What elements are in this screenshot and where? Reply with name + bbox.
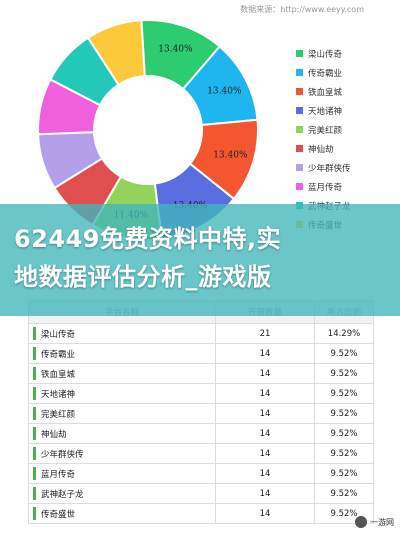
- percent-cell: 9.52%: [314, 443, 374, 464]
- stats-table: 平台名称 开服数量 所占比例 梁山传奇2114.29%传奇霸业149.52%铁血…: [28, 300, 374, 524]
- table-row: 武神赵子龙 14 9.52%: [28, 483, 374, 504]
- percent-cell: 9.52%: [314, 343, 374, 364]
- platform-name-cell: 天地诸神: [28, 383, 216, 404]
- platform-name-cell: 神仙劫: [28, 423, 216, 444]
- table-row: 少年群侠传 14 9.52%: [28, 443, 374, 464]
- legend-swatch: [296, 126, 303, 133]
- platform-name-cell: 少年群侠传: [28, 443, 216, 464]
- slice-label: 13.40%: [207, 86, 242, 96]
- count-cell: 14: [215, 343, 315, 364]
- count-cell: 14: [215, 503, 315, 524]
- legend-item: 梁山传奇: [296, 44, 351, 63]
- count-cell: 21: [215, 323, 315, 344]
- table-row: 天地诸神 14 9.52%: [28, 383, 374, 404]
- legend-label: 传奇霸业: [308, 68, 343, 79]
- legend-swatch: [296, 88, 303, 95]
- count-cell: 14: [215, 443, 315, 464]
- legend-label: 铁血皇城: [308, 87, 343, 98]
- table-row: 传奇霸业 14 9.52%: [28, 343, 374, 364]
- legend-item: 蓝月传奇: [296, 177, 351, 196]
- legend-label: 蓝月传奇: [308, 182, 343, 193]
- legend-label: 天地诸神: [308, 106, 343, 117]
- table-row: 神仙劫 14 9.52%: [28, 423, 374, 444]
- platform-name-cell: 梁山传奇: [28, 323, 216, 344]
- table-row: 梁山传奇 21 14.29%: [28, 323, 374, 344]
- site-watermark: 一游网: [355, 516, 394, 528]
- banner-line-1: 62449免费资料中特,实: [14, 225, 282, 253]
- legend-item: 少年群侠传: [296, 158, 351, 177]
- legend-label: 少年群侠传: [308, 163, 351, 174]
- slice-label: 13.40%: [158, 44, 193, 54]
- banner-line-2: 地数据评估分析_游戏版: [14, 263, 272, 291]
- legend-item: 神仙劫: [296, 139, 351, 158]
- percent-cell: 9.52%: [314, 463, 374, 484]
- table-row: 完美红颜 14 9.52%: [28, 403, 374, 424]
- count-cell: 14: [215, 363, 315, 384]
- count-cell: 14: [215, 383, 315, 404]
- legend-label: 神仙劫: [308, 144, 334, 155]
- legend-item: 完美红颜: [296, 120, 351, 139]
- percent-cell: 14.29%: [314, 323, 374, 344]
- platform-name-cell: 武神赵子龙: [28, 483, 216, 504]
- table-row: 传奇盛世 14 9.52%: [28, 503, 374, 524]
- percent-cell: 9.52%: [314, 363, 374, 384]
- legend-swatch: [296, 107, 303, 114]
- percent-cell: 9.52%: [314, 383, 374, 404]
- count-cell: 14: [215, 483, 315, 504]
- count-cell: 14: [215, 423, 315, 444]
- legend-swatch: [296, 145, 303, 152]
- platform-name-cell: 铁血皇城: [28, 363, 216, 384]
- table-row: 铁血皇城 14 9.52%: [28, 363, 374, 384]
- percent-cell: 9.52%: [314, 403, 374, 424]
- legend-item: 天地诸神: [296, 101, 351, 120]
- legend-swatch: [296, 69, 303, 76]
- legend-item: 传奇霸业: [296, 63, 351, 82]
- platform-name-cell: 完美红颜: [28, 403, 216, 424]
- legend-label: 完美红颜: [308, 125, 343, 136]
- percent-cell: 9.52%: [314, 423, 374, 444]
- count-cell: 14: [215, 463, 315, 484]
- legend-swatch: [296, 164, 303, 171]
- title-banner: [0, 204, 400, 316]
- platform-name-cell: 传奇霸业: [28, 343, 216, 364]
- platform-name-cell: 传奇盛世: [28, 503, 216, 524]
- table-row: 蓝月传奇 14 9.52%: [28, 463, 374, 484]
- platform-name-cell: 蓝月传奇: [28, 463, 216, 484]
- legend-swatch: [296, 183, 303, 190]
- source-label: 数据来源：http://www.eeyy.com: [240, 5, 364, 14]
- slice-label: 13.40%: [213, 151, 248, 161]
- legend-swatch: [296, 50, 303, 57]
- table-body: 梁山传奇 21 14.29% 传奇霸业 14 9.52% 铁血皇城 14 9.52% 天地诸神 14…: [28, 323, 374, 524]
- legend-item: 铁血皇城: [296, 82, 351, 101]
- percent-cell: 9.52%: [314, 483, 374, 504]
- legend-label: 梁山传奇: [308, 49, 343, 60]
- count-cell: 14: [215, 403, 315, 424]
- site-logo-icon: [355, 516, 367, 528]
- banner-title: 62449免费资料中特,实 地数据评估分析_游戏版: [14, 220, 394, 296]
- donut-slice: [86, 19, 146, 87]
- watermark-text: 一游网: [370, 517, 394, 527]
- stats-table-container: 平台名称 开服数量 所占比例 梁山传奇2114.29%传奇霸业149.52%铁血…: [28, 300, 374, 524]
